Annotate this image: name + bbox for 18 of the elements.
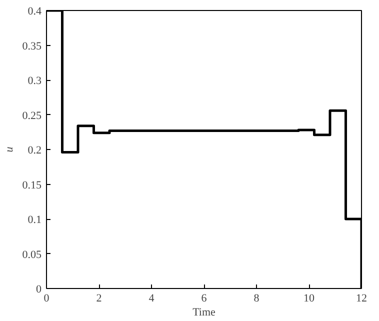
y-tick-label: 0.35 bbox=[22, 40, 42, 52]
y-tick-label: 0.05 bbox=[22, 248, 42, 261]
y-tick-label: 0.2 bbox=[28, 144, 42, 156]
x-tick-label: 12 bbox=[356, 292, 367, 304]
y-tick-label: 0 bbox=[36, 284, 42, 296]
x-tick-label: 6 bbox=[201, 292, 208, 304]
x-tick-label: 10 bbox=[304, 292, 315, 304]
y-axis-title: u bbox=[3, 146, 16, 152]
x-tick-label: 8 bbox=[254, 292, 260, 304]
x-axis-title: Time bbox=[192, 306, 216, 318]
x-tick-label: 4 bbox=[148, 292, 155, 304]
y-tick-label: 0.15 bbox=[22, 179, 42, 192]
y-tick-label: 0.1 bbox=[28, 214, 42, 226]
y-tick-label: 0.3 bbox=[28, 75, 42, 87]
x-tick-label: 2 bbox=[96, 292, 102, 304]
x-tick-label: 0 bbox=[44, 292, 50, 304]
y-tick-label: 0.4 bbox=[28, 6, 42, 18]
y-tick-label: 0.25 bbox=[22, 110, 42, 122]
